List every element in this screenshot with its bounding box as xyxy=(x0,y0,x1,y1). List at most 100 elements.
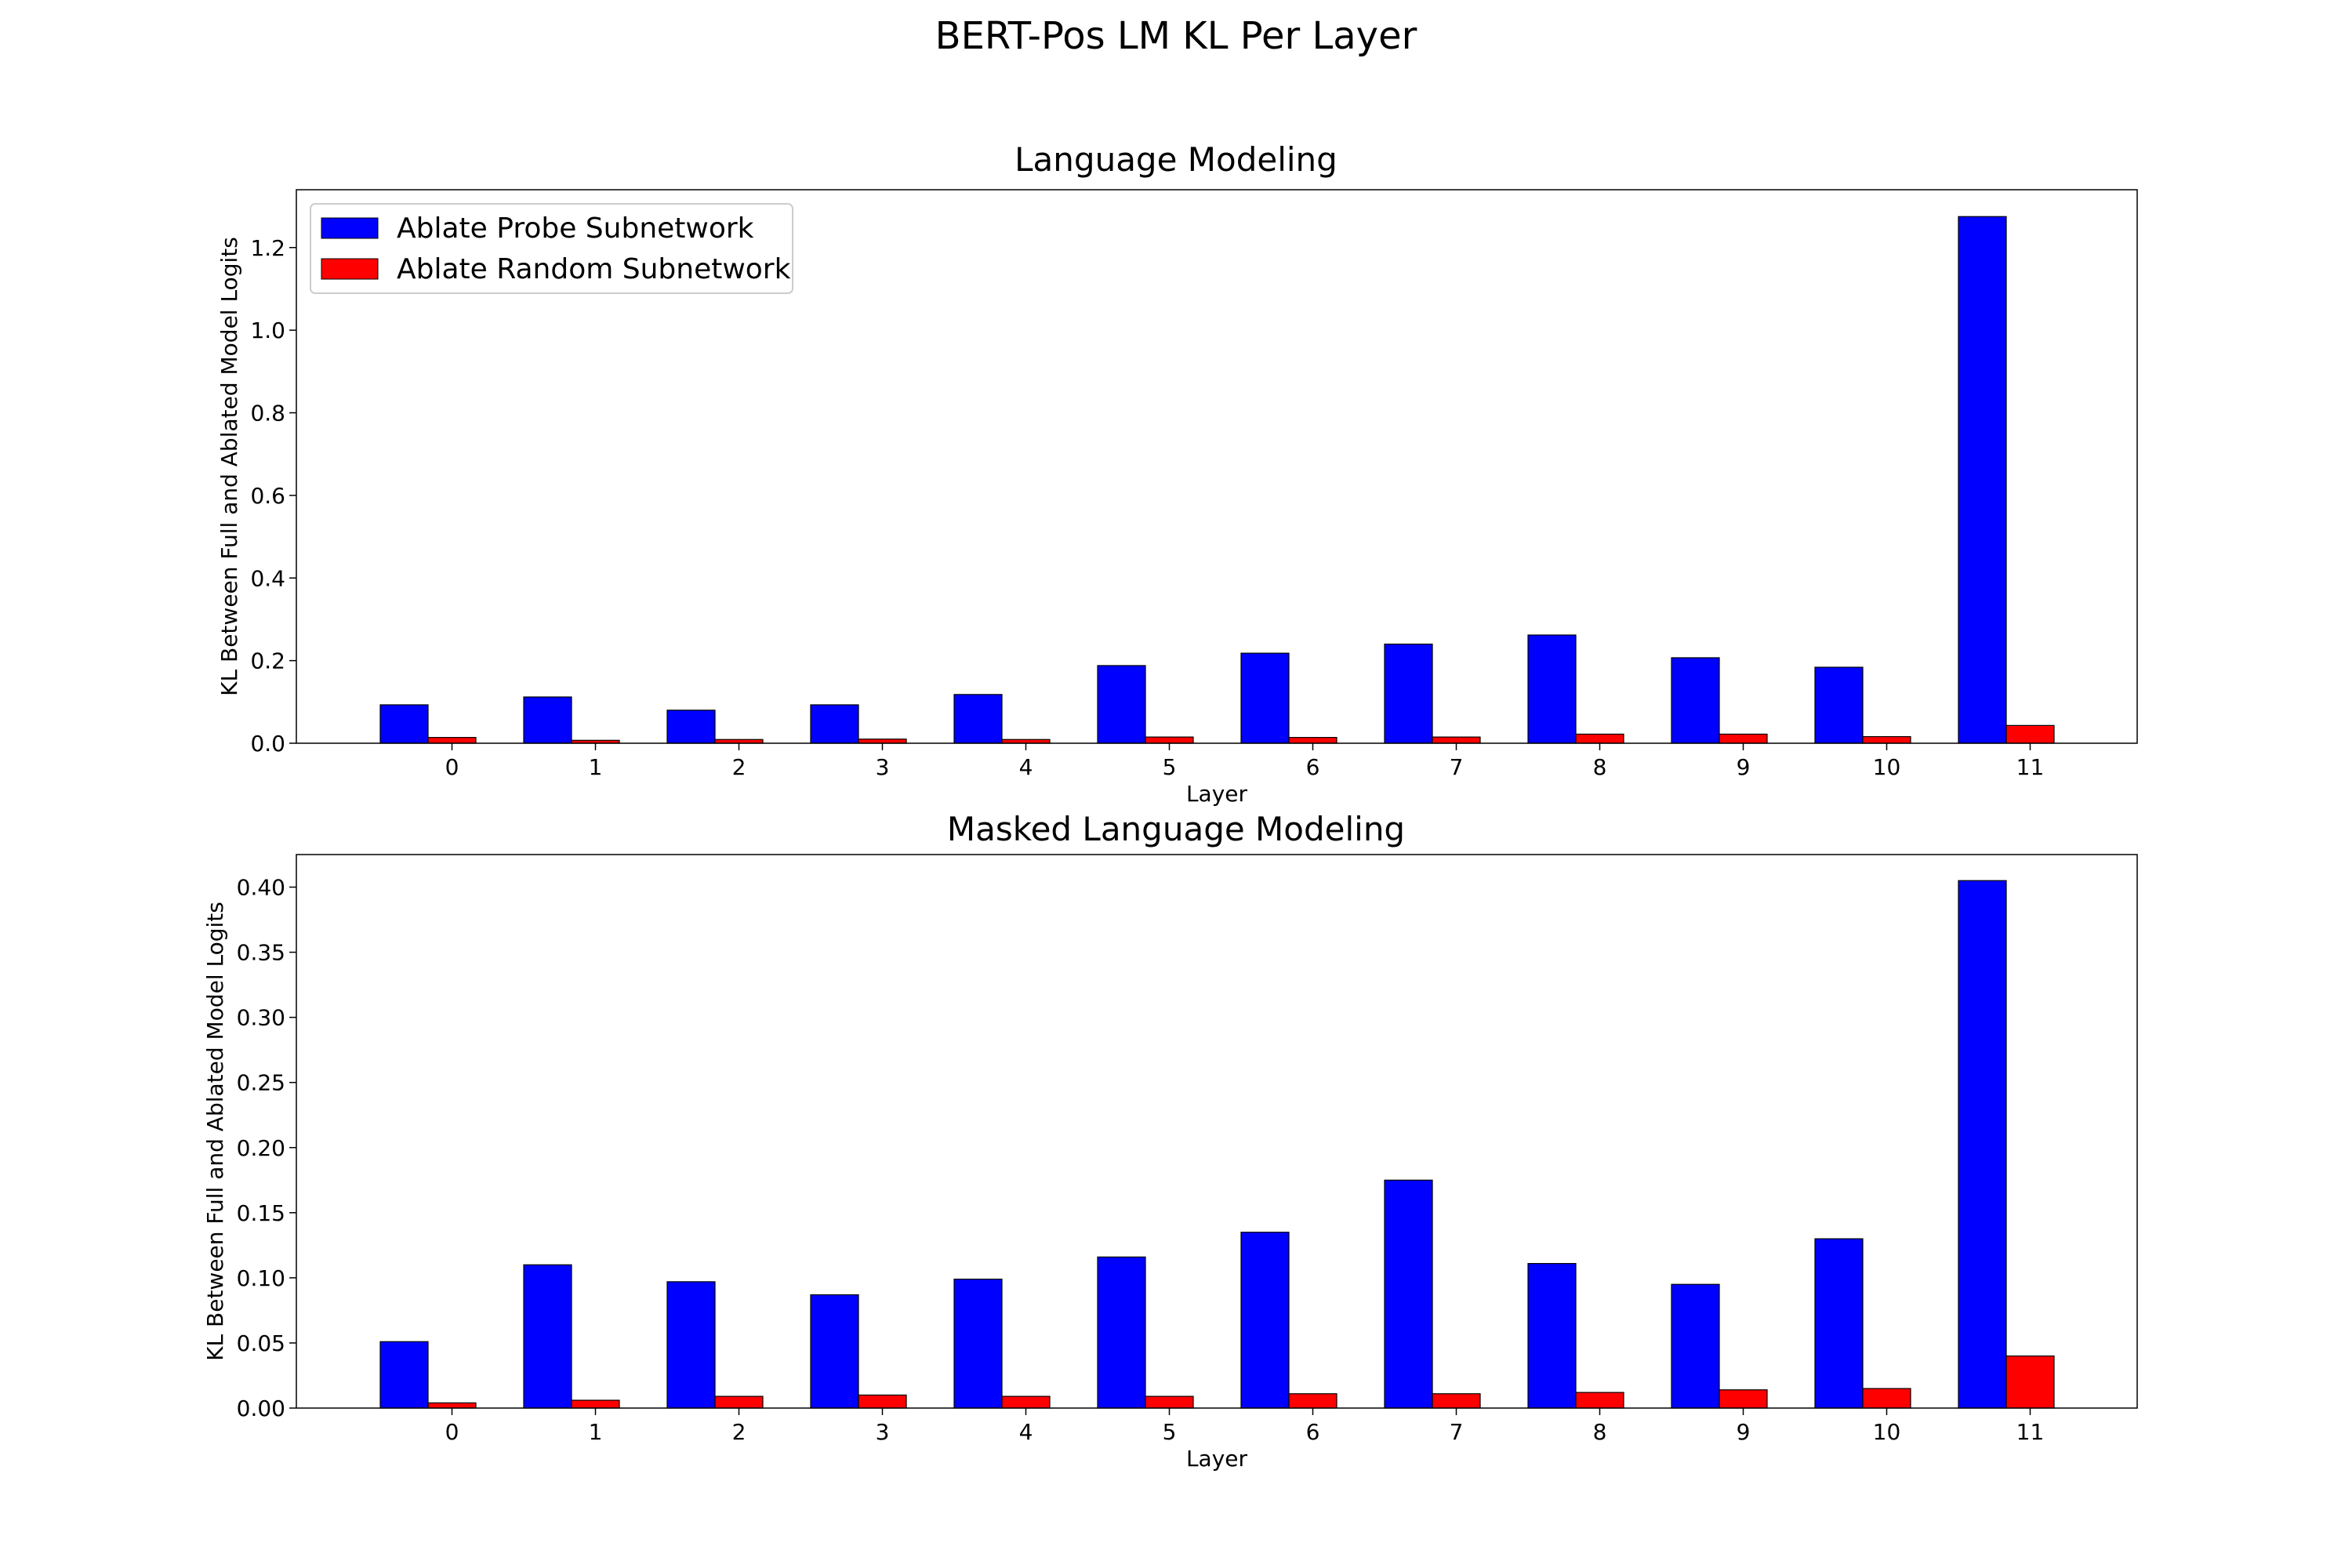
x-tick-label: 5 xyxy=(1163,754,1177,780)
bar-random-layer-2 xyxy=(714,1396,764,1409)
bar-random-layer-6 xyxy=(1288,737,1338,744)
y-axis-ticks: 0.0 0.2 0.4 0.6 0.8 1.0 1.2 xyxy=(250,235,296,757)
figure-title: BERT-Pos LM KL Per Layer xyxy=(935,14,1417,58)
bar-random-layer-10 xyxy=(1862,735,1911,744)
y-axis-ticks: 0.00 0.05 0.10 0.15 0.20 0.25 0.30 0.35 0.40 xyxy=(237,875,296,1421)
bar-probe-layer-10 xyxy=(1814,666,1864,744)
x-tick-label: 11 xyxy=(2016,754,2045,780)
y-tick-label: 0.2 xyxy=(250,648,285,674)
y-axis-label: KL Between Full and Ablated Model Logits xyxy=(202,902,228,1361)
bar-probe-layer-3 xyxy=(810,1294,859,1409)
x-tick-label: 7 xyxy=(1450,754,1464,780)
y-tick-label: 0.40 xyxy=(237,875,285,901)
y-tick-label: 0.35 xyxy=(237,940,285,966)
bar-random-layer-0 xyxy=(427,1402,477,1409)
y-tick-label: 1.0 xyxy=(250,318,285,343)
x-tick-label: 2 xyxy=(732,754,746,780)
bar-random-layer-5 xyxy=(1145,736,1194,744)
bar-random-layer-7 xyxy=(1432,1393,1481,1409)
bar-random-layer-9 xyxy=(1719,733,1768,744)
x-axis-label: Layer xyxy=(1186,781,1248,807)
bar-probe-layer-4 xyxy=(953,694,1003,744)
y-tick-label: 0.6 xyxy=(250,483,285,509)
x-tick-label: 4 xyxy=(1019,754,1033,780)
y-tick-label: 0.10 xyxy=(237,1265,285,1291)
y-tick-label: 0.0 xyxy=(250,731,285,757)
chart-title: Language Modeling xyxy=(1014,140,1338,179)
legend-label-probe: Ablate Probe Subnetwork xyxy=(397,212,754,245)
bar-probe-layer-0 xyxy=(379,1341,429,1409)
x-axis-label: Layer xyxy=(1186,1446,1248,1472)
bar-random-layer-8 xyxy=(1575,1392,1624,1409)
x-tick-label: 8 xyxy=(1593,754,1607,780)
bar-probe-layer-11 xyxy=(1958,880,2007,1409)
x-tick-label: 11 xyxy=(2016,1419,2045,1445)
bar-probe-layer-3 xyxy=(810,704,859,744)
bar-probe-layer-6 xyxy=(1240,652,1290,744)
bar-probe-layer-11 xyxy=(1958,216,2007,744)
x-tick-label: 0 xyxy=(445,754,459,780)
bar-probe-layer-2 xyxy=(666,1281,716,1409)
plot-frame xyxy=(296,854,2138,1409)
x-tick-label: 9 xyxy=(1737,1419,1751,1445)
legend-frame xyxy=(310,203,793,294)
x-tick-label: 5 xyxy=(1163,1419,1177,1445)
bar-random-layer-3 xyxy=(858,1394,907,1409)
x-tick-label: 8 xyxy=(1593,1419,1607,1445)
x-tick-label: 7 xyxy=(1450,1419,1464,1445)
bar-probe-layer-9 xyxy=(1671,1283,1720,1409)
x-tick-label: 1 xyxy=(589,754,603,780)
x-tick-label: 6 xyxy=(1306,1419,1320,1445)
chart-language-modeling: Language Modeling 0.00.20.40.60.81.01.2 … xyxy=(216,140,2138,807)
y-tick-label: 0.25 xyxy=(237,1070,285,1096)
chart-masked-language-modeling: Masked Language Modeling 0.00 0.05 0.10 0.1… xyxy=(202,810,2138,1472)
bar-random-layer-8 xyxy=(1575,733,1624,744)
bar-random-layer-11 xyxy=(2005,724,2055,744)
bar-probe-layer-5 xyxy=(1097,1256,1146,1409)
x-tick-label: 10 xyxy=(1873,1419,1901,1445)
chart-title: Masked Language Modeling xyxy=(947,810,1405,848)
y-tick-label: 0.4 xyxy=(250,565,285,591)
y-tick-label: 0.20 xyxy=(237,1135,285,1161)
x-tick-label: 1 xyxy=(589,1419,603,1445)
bar-probe-layer-1 xyxy=(523,696,572,744)
bar-probe-layer-5 xyxy=(1097,665,1146,744)
bars xyxy=(379,880,2055,1409)
x-axis-ticks: 0 1 2 3 4 5 6 7 8 9 10 11 xyxy=(445,1408,2045,1445)
bar-probe-layer-7 xyxy=(1384,643,1433,744)
bar-probe-layer-8 xyxy=(1527,1263,1577,1409)
bar-random-layer-1 xyxy=(571,1399,620,1409)
x-tick-label: 10 xyxy=(1873,754,1901,780)
bar-random-layer-3 xyxy=(858,739,907,744)
y-tick-label: 0.8 xyxy=(250,401,285,426)
x-axis-ticks: 0 1 2 3 4 5 6 7 8 9 10 11 xyxy=(445,743,2045,780)
plot-frame xyxy=(296,189,2138,744)
legend: Ablate Probe Subnetwork Ablate Random Su… xyxy=(310,203,793,294)
bar-probe-layer-8 xyxy=(1527,634,1577,744)
bar-probe-layer-2 xyxy=(666,710,716,744)
x-tick-label: 6 xyxy=(1306,754,1320,780)
x-tick-label: 3 xyxy=(876,754,890,780)
bar-random-layer-6 xyxy=(1288,1393,1338,1409)
bar-random-layer-5 xyxy=(1145,1396,1194,1409)
bar-probe-layer-0 xyxy=(379,704,429,744)
x-tick-label: 4 xyxy=(1019,1419,1033,1445)
bar-probe-layer-4 xyxy=(953,1278,1003,1409)
x-tick-label: 2 xyxy=(732,1419,746,1445)
legend-swatch-random xyxy=(321,258,379,280)
y-tick-label: 0.05 xyxy=(237,1330,285,1356)
legend-label-random: Ablate Random Subnetwork xyxy=(397,253,791,285)
x-tick-label: 9 xyxy=(1737,754,1751,780)
bar-random-layer-9 xyxy=(1719,1389,1768,1409)
y-tick-label: 0.30 xyxy=(237,1005,285,1031)
bar-random-layer-0 xyxy=(427,737,477,744)
bars xyxy=(379,216,2055,744)
bar-random-layer-4 xyxy=(1001,1396,1051,1409)
bar-probe-layer-10 xyxy=(1814,1238,1864,1409)
y-tick-label: 1.2 xyxy=(250,235,285,261)
y-tick-label: 0.00 xyxy=(237,1396,285,1421)
bar-random-layer-7 xyxy=(1432,736,1481,744)
y-axis-label: KL Between Full and Ablated Model Logits xyxy=(216,237,242,696)
bar-random-layer-11 xyxy=(2005,1355,2055,1409)
